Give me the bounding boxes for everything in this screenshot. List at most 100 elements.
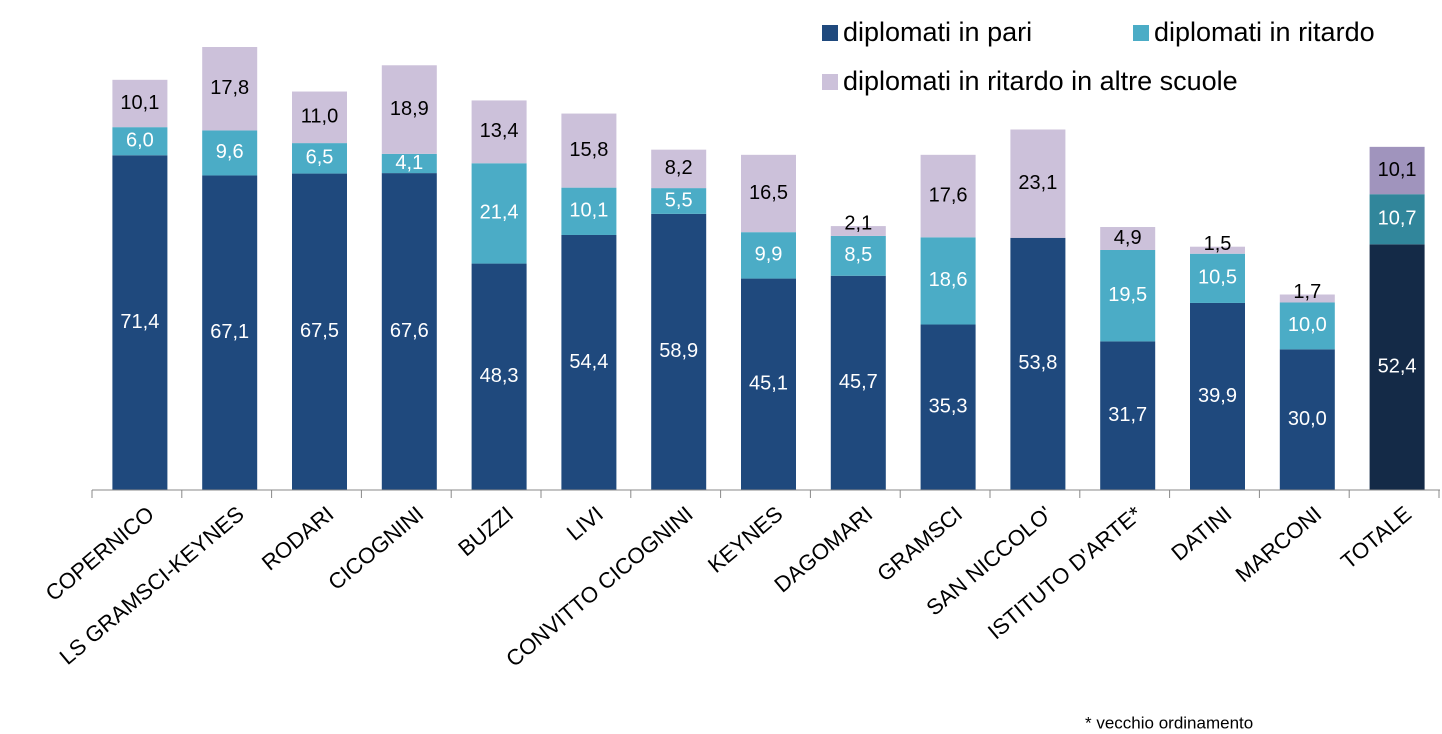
data-label: 10,1 [569, 200, 608, 222]
bar-segment [1190, 302, 1245, 490]
bar-segment [920, 324, 976, 490]
bar-segment [292, 173, 347, 491]
bar-segment [1279, 302, 1335, 350]
bar-segment [920, 237, 976, 325]
data-label: 48,3 [480, 365, 519, 387]
bar-segment [292, 91, 347, 144]
bar-segment [1100, 227, 1156, 250]
bar-segment [561, 113, 617, 188]
bar-segment [202, 47, 258, 131]
data-label: 8,5 [844, 244, 872, 266]
data-label: 11,0 [301, 106, 338, 128]
x-tick-label: DATINI [1166, 501, 1236, 565]
footnote: * vecchio ordinamento [1085, 713, 1253, 732]
legend-label: diplomati in pari [843, 17, 1032, 47]
x-tick-label: ISTITUTO D'ARTE* [983, 501, 1147, 644]
bar-segment [1190, 253, 1245, 303]
bar-segment [651, 213, 707, 490]
bar-segment [1369, 194, 1425, 245]
bar-segment [1369, 146, 1425, 195]
data-label: 23,1 [1018, 172, 1057, 194]
data-label: 67,5 [300, 320, 339, 342]
bar-segment [112, 155, 168, 491]
bar-segment [561, 187, 617, 235]
legend-swatch [822, 25, 838, 41]
data-label: 10,1 [120, 92, 159, 114]
x-tick-label: DAGOMARI [769, 501, 877, 597]
data-label: 30,0 [1288, 408, 1327, 430]
x-tick-label: CICOGNINI [323, 501, 428, 595]
legend-label: diplomati in ritardo [1154, 17, 1375, 47]
data-label: 9,9 [755, 244, 783, 266]
x-tick-label: MARCONI [1231, 501, 1327, 587]
data-label: 8,2 [665, 157, 693, 179]
legend-label: diplomati in ritardo in altre scuole [843, 66, 1238, 96]
data-label: 58,9 [659, 340, 698, 362]
data-label: 67,6 [390, 320, 429, 342]
x-tick-label: RODARI [257, 501, 339, 575]
data-label: 31,7 [1108, 404, 1147, 426]
x-tick-label: KEYNES [703, 501, 787, 578]
x-tick-label: LS GRAMSCI-KEYNES [55, 501, 249, 669]
data-label: 13,4 [480, 120, 519, 142]
bar-segment [202, 175, 258, 490]
bar-segment [830, 226, 886, 236]
x-tick-label: TOTALE [1336, 501, 1416, 574]
bar-segment [112, 127, 168, 156]
data-label: 45,1 [749, 373, 788, 395]
bar-segment [651, 149, 707, 189]
legend-swatch [822, 74, 838, 90]
bar-segment [830, 275, 886, 490]
data-label: 18,6 [929, 269, 968, 291]
data-label: 18,9 [390, 98, 429, 120]
bar-segment [381, 153, 437, 174]
data-label: 21,4 [480, 202, 519, 224]
bar-segment [1279, 349, 1335, 490]
data-label: 4,1 [395, 152, 423, 174]
bar-segment [1369, 244, 1425, 490]
bar-segment [381, 173, 437, 490]
bar-segment [1010, 237, 1066, 490]
bar-segment [202, 130, 258, 176]
legend-swatch [1133, 25, 1149, 41]
data-label: 10,1 [1378, 159, 1417, 181]
bar-segment [292, 143, 347, 174]
data-label: 9,6 [216, 141, 244, 163]
data-label: 15,8 [569, 139, 608, 161]
bar-segment [920, 154, 976, 238]
bar-segment [830, 235, 886, 276]
data-label: 39,9 [1198, 385, 1237, 407]
bar-segment [471, 263, 527, 490]
data-label: 6,0 [126, 130, 154, 152]
data-label: 54,4 [569, 351, 608, 373]
data-label: 19,5 [1108, 284, 1147, 306]
bar-segment [1190, 246, 1245, 254]
bar-segment [381, 65, 437, 154]
bar-segment [741, 232, 796, 279]
bar-segment [1279, 294, 1335, 303]
data-label: 35,3 [929, 396, 968, 418]
data-label: 52,4 [1378, 355, 1417, 377]
bar-segment [651, 188, 707, 214]
data-label: 16,5 [749, 182, 788, 204]
bar-segment [471, 100, 527, 164]
data-label: 10,0 [1288, 314, 1327, 336]
data-label: 6,5 [306, 147, 334, 169]
data-label: 71,4 [120, 311, 159, 333]
data-label: 17,8 [210, 77, 249, 99]
bar-segment [471, 163, 527, 264]
data-label: 10,5 [1198, 267, 1237, 289]
bar-segment [1010, 129, 1066, 238]
data-label: 17,6 [929, 184, 968, 206]
data-label: 2,1 [844, 212, 872, 234]
x-tick-label: LIVI [562, 501, 608, 545]
data-label: 4,9 [1114, 227, 1142, 249]
x-tick-label: BUZZI [453, 501, 518, 561]
bar-segment [741, 154, 796, 233]
bar-segment [1100, 341, 1156, 490]
bar-segment [741, 278, 796, 490]
data-label: 1,5 [1204, 233, 1232, 255]
bar-segment [1100, 249, 1156, 342]
data-label: 67,1 [210, 321, 249, 343]
